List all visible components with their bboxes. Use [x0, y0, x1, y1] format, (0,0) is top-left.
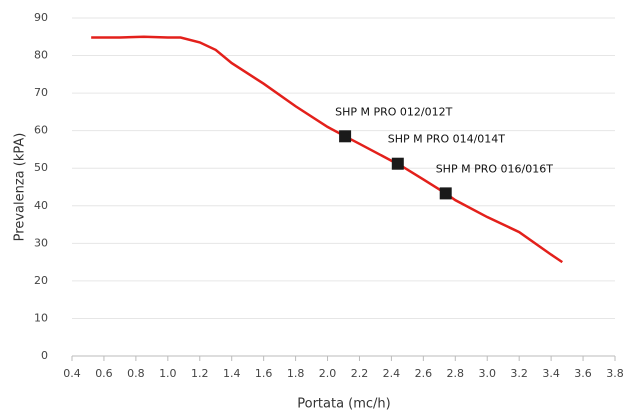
x-tick-label: 0.6 [95, 367, 113, 380]
x-tick-label: 2.0 [319, 367, 337, 380]
y-tick-label: 0 [41, 349, 48, 362]
x-tick-label: 1.6 [255, 367, 273, 380]
y-tick-label: 50 [34, 161, 48, 174]
x-tick-label: 3.2 [510, 367, 528, 380]
x-tick-label: 2.2 [351, 367, 369, 380]
y-tick-label: 40 [34, 199, 48, 212]
marker-label: SHP M PRO 012/012T [335, 105, 452, 118]
x-axis-label: Portata (mc/h) [297, 397, 391, 412]
x-tick-label: 3.8 [606, 367, 624, 380]
x-tick-label: 1.8 [287, 367, 305, 380]
x-tick-label: 1.2 [191, 367, 209, 380]
x-tick-label: 3.0 [478, 367, 496, 380]
x-tick-label: 0.8 [127, 367, 145, 380]
y-tick-label: 30 [34, 236, 48, 249]
y-tick-label: 80 [34, 49, 48, 62]
x-tick-label: 3.4 [542, 367, 560, 380]
curve [91, 35, 563, 264]
marker [439, 187, 452, 200]
x-tick-label: 2.6 [415, 367, 433, 380]
y-axis-label: Prevalenza (kPA) [13, 133, 28, 242]
x-tick-label: 0.4 [63, 367, 81, 380]
marker [339, 130, 352, 143]
x-tick-label: 2.4 [383, 367, 401, 380]
y-tick-label: 90 [34, 11, 48, 24]
marker [391, 157, 404, 170]
x-tick-label: 2.8 [447, 367, 465, 380]
y-tick-label: 60 [34, 124, 48, 137]
y-tick-label: 20 [34, 274, 48, 287]
x-tick-label: 1.0 [159, 367, 177, 380]
y-tick-label: 10 [34, 311, 48, 324]
marker-label: SHP M PRO 016/016T [436, 162, 553, 175]
x-tick-label: 1.4 [223, 367, 241, 380]
x-tick-label: 3.6 [574, 367, 592, 380]
marker-label: SHP M PRO 014/014T [388, 133, 505, 146]
y-tick-label: 70 [34, 86, 48, 99]
